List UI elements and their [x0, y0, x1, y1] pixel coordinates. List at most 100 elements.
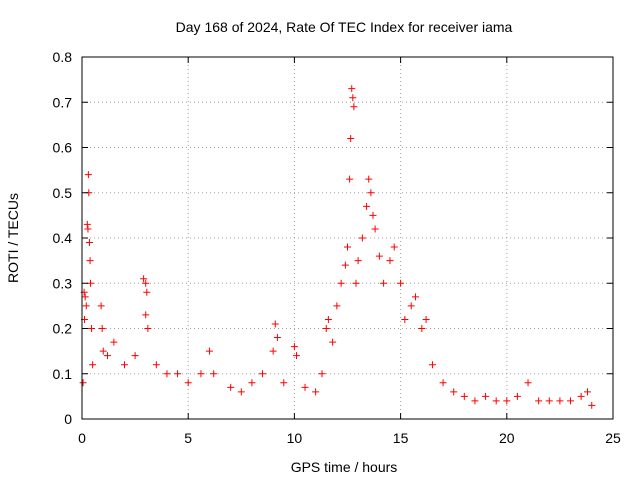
plot-frame [81, 56, 614, 420]
data-point [428, 361, 436, 369]
y-tick-label: 0.3 [53, 275, 73, 291]
y-tick-label: 0.1 [53, 366, 73, 382]
data-point [227, 383, 235, 391]
data-point [344, 243, 351, 251]
data-point [163, 370, 171, 378]
data-point [140, 275, 148, 283]
x-tick-label: 0 [78, 430, 86, 446]
y-tick-label: 0.8 [53, 49, 73, 65]
y-tick-label: 0.4 [53, 230, 73, 246]
data-point [341, 261, 349, 269]
data-point [337, 279, 345, 287]
data-point [131, 352, 139, 360]
data-point [524, 379, 532, 387]
data-point [329, 338, 337, 346]
data-point [369, 211, 377, 219]
data-point [197, 370, 205, 378]
data-point [375, 252, 383, 260]
data-point [143, 288, 151, 296]
data-point [152, 361, 160, 369]
data-point [205, 347, 213, 355]
data-point [273, 334, 281, 342]
y-tick-label: 0 [64, 411, 72, 427]
data-point [99, 347, 107, 355]
data-point [422, 315, 430, 323]
data-point [401, 315, 409, 323]
data-point [371, 225, 379, 233]
data-point [290, 343, 298, 351]
data-point [513, 392, 521, 400]
data-point [144, 325, 152, 332]
data-point [210, 370, 218, 378]
data-point [418, 325, 426, 332]
data-point [354, 257, 362, 265]
x-tick-label: 25 [605, 430, 621, 446]
data-point [584, 388, 592, 396]
y-axis-label: ROTI / TECUs [5, 193, 21, 283]
data-point [184, 379, 192, 387]
data-point [492, 397, 500, 405]
data-point [98, 325, 106, 332]
data-point [439, 379, 447, 387]
data-point [545, 397, 553, 405]
data-point [407, 302, 415, 310]
data-point [346, 175, 354, 183]
data-point [142, 311, 150, 319]
data-point [471, 397, 479, 405]
data-point [280, 379, 288, 387]
data-point [322, 325, 330, 332]
x-axis-label: GPS time / hours [291, 459, 398, 475]
data-points [79, 85, 596, 409]
data-point [390, 243, 398, 251]
data-point [88, 325, 96, 332]
y-tick-label: 0.7 [53, 94, 73, 110]
data-point [503, 397, 511, 405]
data-point [301, 383, 309, 391]
x-tick-label: 10 [287, 430, 303, 446]
data-point [84, 171, 92, 179]
data-point [259, 370, 267, 378]
data-point [349, 94, 357, 102]
data-point [86, 257, 94, 265]
data-point [84, 225, 92, 233]
data-point [103, 352, 111, 360]
data-point [120, 361, 128, 369]
data-point [350, 103, 358, 111]
data-point [333, 302, 341, 310]
data-point [293, 352, 301, 360]
data-point [367, 189, 375, 197]
data-point [81, 293, 89, 301]
data-point [237, 388, 245, 396]
data-point [269, 347, 277, 355]
data-point [83, 220, 91, 228]
data-point [89, 361, 97, 369]
data-point [348, 85, 356, 93]
data-point [460, 392, 468, 400]
data-point [347, 134, 355, 142]
data-point [86, 279, 94, 287]
data-point [380, 279, 388, 287]
data-point [312, 388, 320, 396]
data-point [358, 234, 366, 242]
data-point [248, 379, 256, 387]
y-tick-label: 0.5 [53, 185, 73, 201]
data-point [271, 320, 279, 328]
data-point [324, 315, 332, 323]
y-tick-label: 0.6 [53, 140, 73, 156]
data-point [363, 202, 371, 210]
data-point [365, 175, 373, 183]
data-point [97, 302, 105, 310]
x-tick-label: 20 [499, 430, 515, 446]
data-point [79, 379, 87, 387]
data-point [567, 397, 575, 405]
data-point [142, 279, 150, 287]
data-point [411, 293, 419, 301]
y-tick-label: 0.2 [53, 321, 73, 337]
data-point [110, 338, 118, 346]
data-point [85, 239, 93, 247]
data-point [386, 257, 394, 265]
data-point [82, 302, 90, 310]
y-axis-ticks: 0 0.1 0.2 0.3 0.4 0.5 0.6 0.7 0.8 [53, 49, 613, 427]
data-point [397, 279, 405, 287]
